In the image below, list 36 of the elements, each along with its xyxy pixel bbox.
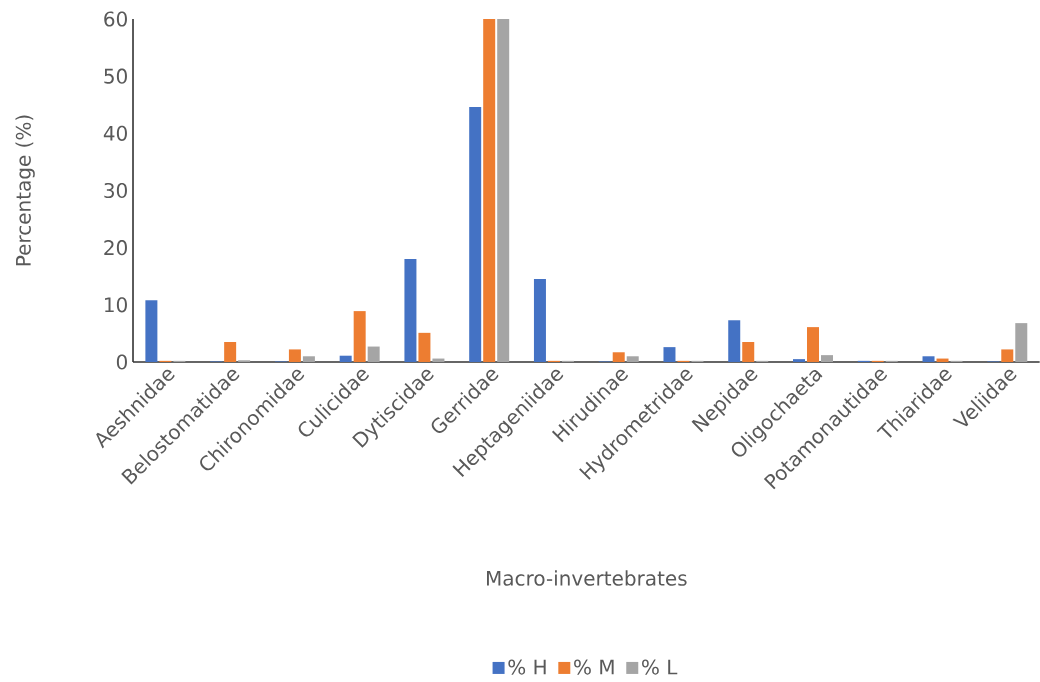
bar	[922, 356, 935, 362]
bar	[806, 327, 819, 362]
bar	[742, 341, 755, 362]
y-axis-title: Percentage (%)	[15, 115, 35, 266]
x-axis-title: Macro-invertebrates	[487, 570, 687, 586]
bar	[418, 332, 431, 362]
y-tick-label: 40	[103, 125, 127, 141]
bar	[626, 356, 639, 362]
y-tick-label: 50	[104, 68, 127, 84]
bar	[224, 341, 237, 362]
bar	[302, 356, 315, 362]
bar	[404, 259, 417, 362]
bar	[663, 347, 676, 362]
y-tick-label: 10	[105, 297, 127, 313]
bar	[288, 349, 301, 362]
bar	[145, 300, 158, 362]
bar	[497, 19, 510, 362]
bar	[792, 359, 805, 362]
legend-label: % H	[508, 659, 546, 675]
bar	[367, 346, 380, 362]
bar	[612, 352, 625, 362]
bar	[820, 355, 833, 362]
y-tick-label: 20	[104, 240, 127, 256]
bar	[483, 19, 496, 362]
bar	[1001, 349, 1014, 362]
legend-label: % M	[574, 659, 614, 675]
legend-label: % L	[642, 659, 678, 675]
bar	[339, 355, 352, 362]
bar	[1015, 323, 1028, 362]
y-tick-label: 30	[104, 182, 127, 199]
y-tick-label: 60	[104, 11, 127, 27]
bar	[533, 279, 546, 362]
y-tick-label: 0	[116, 354, 127, 370]
bar	[353, 311, 366, 362]
bar	[469, 107, 482, 362]
bar	[728, 320, 741, 362]
